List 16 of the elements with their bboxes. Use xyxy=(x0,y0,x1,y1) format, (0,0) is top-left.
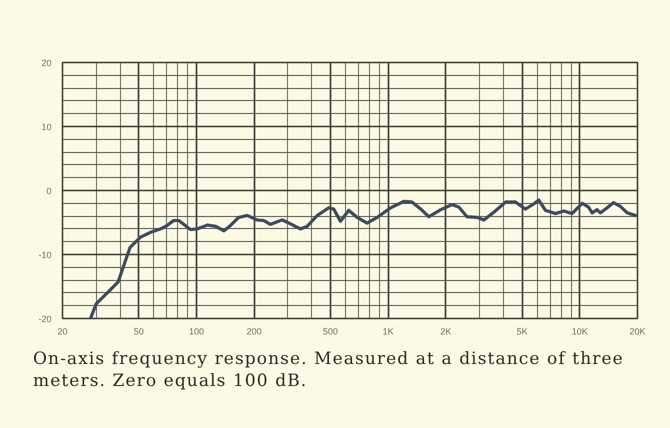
y-tick-label: -10 xyxy=(38,250,52,260)
y-tick-label: 10 xyxy=(41,122,52,132)
x-tick-label: 10K xyxy=(572,326,588,336)
x-tick-label: 200 xyxy=(246,326,262,336)
y-tick-label: 20 xyxy=(41,58,52,68)
x-tick-label: 100 xyxy=(188,326,204,336)
x-tick-label: 50 xyxy=(134,326,144,336)
x-tick-label: 20 xyxy=(57,326,68,336)
x-tick-label: 500 xyxy=(322,326,338,336)
text: On-axis frequency response. Measured at a distance of three meters. Zero equals 100 dB. xyxy=(33,348,625,392)
x-tick-label: 20K xyxy=(629,326,646,336)
x-tick-label: 5K xyxy=(516,326,528,336)
x-tick-label: 1K xyxy=(382,326,394,336)
x-tick-label: 2K xyxy=(440,326,452,336)
y-tick-label: -20 xyxy=(38,314,52,324)
y-tick-label: 0 xyxy=(46,186,52,196)
